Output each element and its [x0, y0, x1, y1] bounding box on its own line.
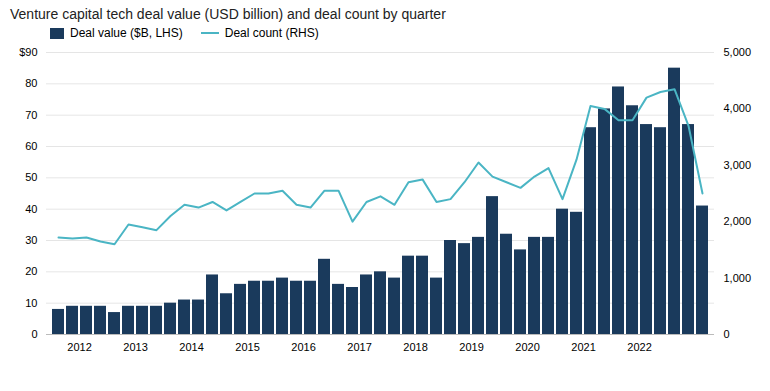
svg-text:60: 60	[25, 140, 37, 152]
svg-text:50: 50	[25, 171, 37, 183]
svg-text:40: 40	[25, 203, 37, 215]
svg-text:2015: 2015	[235, 341, 259, 353]
svg-text:$90: $90	[19, 46, 37, 58]
svg-text:30: 30	[25, 234, 37, 246]
svg-text:70: 70	[25, 109, 37, 121]
svg-text:4,000: 4,000	[724, 102, 752, 114]
svg-text:80: 80	[25, 77, 37, 89]
svg-text:5,000: 5,000	[724, 46, 752, 58]
svg-text:1,000: 1,000	[724, 272, 752, 284]
svg-text:2019: 2019	[459, 341, 483, 353]
svg-text:2018: 2018	[403, 341, 427, 353]
svg-text:20: 20	[25, 265, 37, 277]
svg-text:2022: 2022	[627, 341, 651, 353]
svg-text:0: 0	[724, 328, 730, 340]
html-text:Deal count (RHS): Deal count (RHS)	[224, 26, 319, 40]
svg-text:2014: 2014	[179, 341, 203, 353]
svg-text:10: 10	[25, 297, 37, 309]
svg-text:2,000: 2,000	[724, 215, 752, 227]
svg-text:2017: 2017	[347, 341, 371, 353]
svg-text:0: 0	[31, 328, 37, 340]
svg-text:2013: 2013	[123, 341, 147, 353]
svg-text:3,000: 3,000	[724, 159, 752, 171]
svg-text:2021: 2021	[571, 341, 595, 353]
svg-text:2020: 2020	[515, 341, 539, 353]
svg-text:2012: 2012	[67, 341, 91, 353]
svg-text:2016: 2016	[291, 341, 315, 353]
html-text:Venture capital tech deal valu: Venture capital tech deal value (USD bil…	[10, 6, 446, 22]
html-text:Deal value ($B, LHS): Deal value ($B, LHS)	[70, 26, 183, 40]
